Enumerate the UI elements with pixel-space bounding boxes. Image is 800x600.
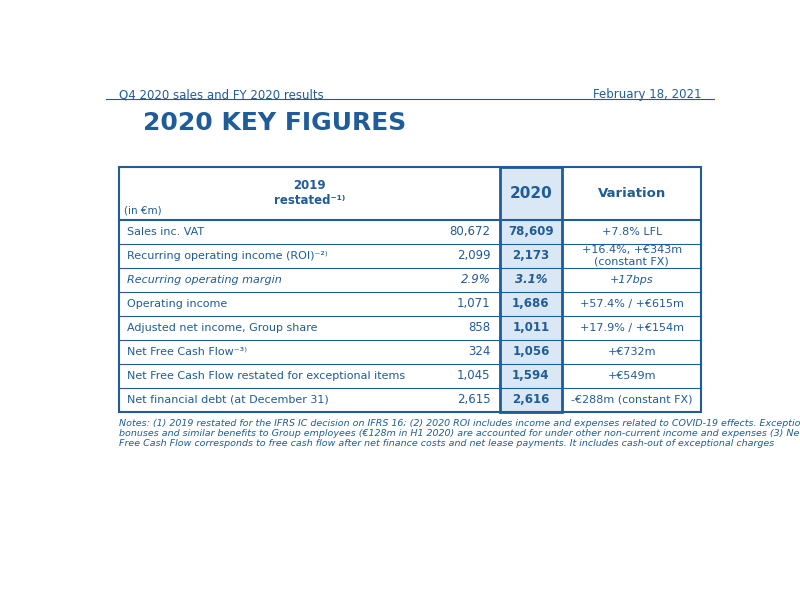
Text: +17.9% / +€154m: +17.9% / +€154m (580, 323, 684, 332)
Text: 2,615: 2,615 (457, 393, 490, 406)
Text: Variation: Variation (598, 187, 666, 200)
Text: +16.4%, +€343m
(constant FX): +16.4%, +€343m (constant FX) (582, 245, 682, 266)
Text: 3.1%: 3.1% (514, 273, 547, 286)
Text: 1,011: 1,011 (512, 321, 550, 334)
Bar (118, 167, 702, 412)
Text: Adjusted net income, Group share: Adjusted net income, Group share (126, 323, 317, 332)
Text: (in €m): (in €m) (123, 205, 161, 215)
Text: 858: 858 (469, 321, 490, 334)
Text: 1,071: 1,071 (457, 297, 490, 310)
Text: 1,056: 1,056 (512, 345, 550, 358)
Text: Recurring operating income (ROI)⁻²⁾: Recurring operating income (ROI)⁻²⁾ (126, 251, 327, 261)
Text: +17bps: +17bps (610, 275, 654, 285)
Bar (500, 167, 562, 412)
Text: 2,099: 2,099 (457, 249, 490, 262)
Text: +€732m: +€732m (607, 347, 656, 356)
Text: 1,594: 1,594 (512, 369, 550, 382)
Text: 78,609: 78,609 (508, 226, 554, 238)
Text: 80,672: 80,672 (450, 226, 490, 238)
Text: Net Free Cash Flow⁻³⁾: Net Free Cash Flow⁻³⁾ (126, 347, 246, 356)
Text: +7.8% LFL: +7.8% LFL (602, 227, 662, 237)
Text: 2.9%: 2.9% (461, 273, 490, 286)
Text: Net Free Cash Flow restated for exceptional items: Net Free Cash Flow restated for exceptio… (126, 371, 405, 380)
Text: Sales inc. VAT: Sales inc. VAT (126, 227, 204, 237)
Text: 2,616: 2,616 (512, 393, 550, 406)
Text: Operating income: Operating income (126, 299, 227, 309)
Text: +€549m: +€549m (607, 371, 656, 380)
Text: 1,686: 1,686 (512, 297, 550, 310)
Text: -€288m (constant FX): -€288m (constant FX) (571, 395, 692, 404)
Text: 2020 KEY FIGURES: 2020 KEY FIGURES (143, 111, 406, 135)
Text: Recurring operating margin: Recurring operating margin (126, 275, 282, 285)
Text: +57.4% / +€615m: +57.4% / +€615m (580, 299, 683, 309)
Text: February 18, 2021: February 18, 2021 (593, 88, 702, 101)
Text: Notes: (1) 2019 restated for the IFRS IC decision on IFRS 16; (2) 2020 ROI inclu: Notes: (1) 2019 restated for the IFRS IC… (118, 419, 800, 448)
Text: 1,045: 1,045 (457, 369, 490, 382)
Text: 2019
restated⁻¹⁾: 2019 restated⁻¹⁾ (274, 179, 345, 207)
Text: Net financial debt (at December 31): Net financial debt (at December 31) (126, 395, 329, 404)
Text: Q4 2020 sales and FY 2020 results: Q4 2020 sales and FY 2020 results (118, 88, 323, 101)
Text: 2,173: 2,173 (512, 249, 550, 262)
Text: 324: 324 (468, 345, 490, 358)
Text: 2020: 2020 (510, 186, 552, 201)
Bar (500, 167, 562, 412)
